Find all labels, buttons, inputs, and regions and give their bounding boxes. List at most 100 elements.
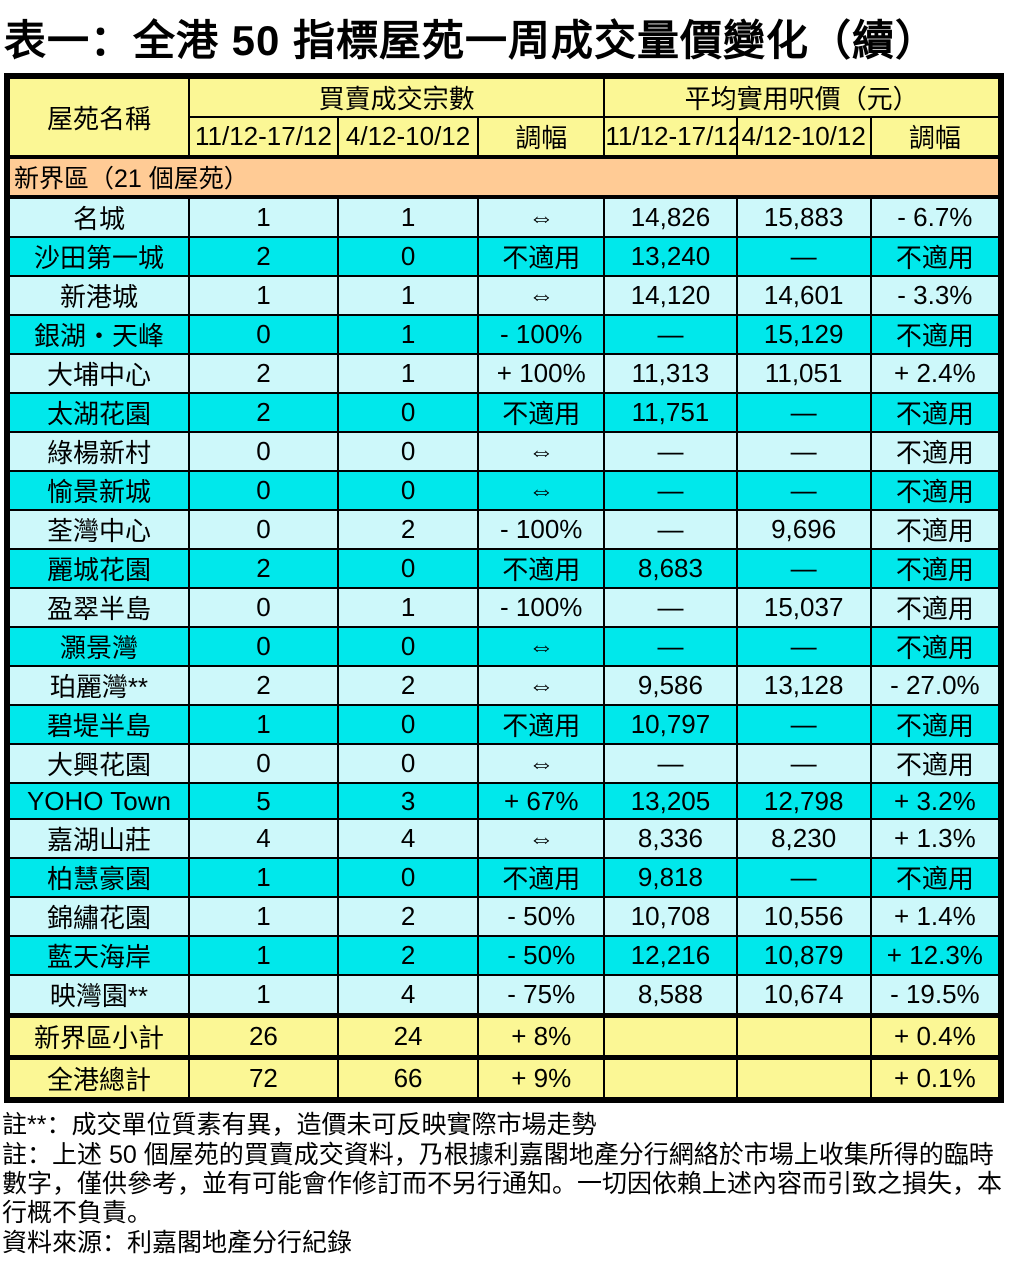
price-change-cell: + 1.4% (869, 896, 1003, 937)
estate-name-cell: 銀湖・天峰 (6, 314, 190, 355)
price-current-cell: — (603, 743, 738, 784)
price-previous-cell: 10,879 (735, 935, 872, 976)
price-previous-cell: 10,674 (735, 974, 872, 1017)
page-title: 表一：全港 50 指標屋苑一周成交量價變化（續） (4, 17, 939, 64)
price-previous-cell: — (735, 431, 872, 472)
price-change-cell: - 3.3% (869, 275, 1003, 316)
deals-previous-cell: 4 (336, 818, 480, 859)
estate-name-cell: 盈翠半島 (6, 587, 190, 628)
deals-previous-cell: 2 (336, 896, 480, 937)
price-current-cell: 8,588 (603, 974, 738, 1017)
estate-row: 荃灣中心 0 2- 100% —9,696 不適用 (6, 509, 1003, 550)
total-deals-current: 72 (187, 1055, 339, 1103)
deals-previous-cell: 3 (336, 782, 480, 820)
deals-change-cell: ⇔ (477, 743, 606, 784)
header-group-row: 屋苑名稱 買賣成交宗數 平均實用呎價（元） (6, 75, 1002, 158)
deals-change-cell: 不適用 (477, 548, 606, 589)
header-price-week-current: 11/12-17/12 (603, 116, 738, 158)
deals-previous-cell: 0 (336, 470, 480, 511)
estate-row: 碧堤半島 1 0 不適用 10,797— 不適用 (6, 704, 1003, 745)
price-current-cell: 14,826 (603, 196, 738, 238)
price-change-cell: - 27.0% (869, 665, 1003, 706)
estate-row: 綠楊新村 0 0 ⇔ — — 不適用 (6, 431, 1003, 472)
deals-current-cell: 0 (187, 743, 339, 784)
deals-previous-cell: 1 (336, 275, 480, 316)
deals-change-cell: + 67% (477, 782, 606, 820)
header-estate-name: 屋苑名稱 (6, 75, 190, 158)
estate-row: 嘉湖山莊 4 4 ⇔ 8,336 8,230 + 1.3% (6, 818, 1003, 859)
deals-change-cell: 不適用 (477, 704, 606, 745)
estate-row: 名城 1 1 ⇔ 14,826 15,883- 6.7% (6, 196, 1003, 238)
price-previous-cell: — (735, 857, 872, 898)
price-current-cell: — (603, 470, 738, 511)
header-deals-week-previous: 4/12-10/12 (336, 116, 480, 158)
estate-name-cell: 荃灣中心 (6, 509, 190, 550)
header-price-change: 調幅 (869, 116, 1003, 158)
deals-previous-cell: 0 (336, 743, 480, 784)
estate-name-cell: 嘉湖山莊 (6, 818, 190, 859)
deals-previous-cell: 1 (336, 196, 480, 238)
deals-change-cell: ⇔ (477, 275, 606, 316)
price-previous-cell: 15,037 (735, 587, 872, 628)
deals-change-cell: 不適用 (477, 392, 606, 433)
estate-name-cell: 灝景灣 (6, 626, 190, 667)
estate-row: 愉景新城 0 0 ⇔ — — 不適用 (6, 470, 1003, 511)
price-previous-cell: — (735, 548, 872, 589)
deals-current-cell: 1 (187, 704, 339, 745)
deals-current-cell: 0 (187, 470, 339, 511)
estate-name-cell: 柏慧豪園 (6, 857, 190, 898)
header-deals-group: 買賣成交宗數 (187, 75, 606, 118)
total-price-current (603, 1055, 738, 1103)
price-previous-cell: 15,129 (735, 314, 872, 355)
price-previous-cell: 15,883 (735, 196, 872, 238)
estate-row: 大埔中心 2 1 + 100% 11,313 11,051 + 2.4% (6, 353, 1003, 394)
price-previous-cell: 12,798 (735, 782, 872, 820)
header-deals-change: 調幅 (477, 116, 606, 158)
deals-change-cell: - 100% (477, 587, 606, 628)
estate-name-cell: 碧堤半島 (6, 704, 190, 745)
estate-name-cell: YOHO Town (6, 782, 190, 820)
deals-current-cell: 2 (187, 392, 339, 433)
price-current-cell: 8,683 (603, 548, 738, 589)
total-deals-change: + 9% (477, 1055, 606, 1103)
estate-name-cell: 太湖花園 (6, 392, 190, 433)
estate-name-cell: 珀麗灣** (6, 665, 190, 706)
data-source: 資料來源：利嘉閣地產分行紀錄 (2, 1229, 353, 1257)
price-current-cell: 12,216 (603, 935, 738, 976)
total-deals-previous: 66 (336, 1055, 480, 1103)
deals-current-cell: 1 (187, 896, 339, 937)
estate-name-cell: 大興花園 (6, 743, 190, 784)
deals-previous-cell: 4 (336, 974, 480, 1017)
deals-previous-cell: 0 (336, 392, 480, 433)
deals-change-cell: + 100% (477, 353, 606, 394)
deals-current-cell: 0 (187, 431, 339, 472)
estate-row: YOHO Town 5 3 + 67% 13,205 12,798 + 3.2% (6, 782, 1003, 820)
estate-row: 大興花園 0 0 ⇔ — — 不適用 (6, 743, 1003, 784)
price-previous-cell: — (735, 704, 872, 745)
deals-current-cell: 2 (187, 665, 339, 706)
deals-current-cell: 1 (187, 974, 339, 1017)
estate-row: 麗城花園 2 0 不適用 8,683— 不適用 (6, 548, 1003, 589)
section-header-label: 新界區（21 個屋苑） (6, 155, 1002, 199)
price-current-cell: — (603, 431, 738, 472)
deals-previous-cell: 0 (336, 857, 480, 898)
estate-row: 映灣園** 1 4- 75% 8,588 10,674- 19.5% (6, 974, 1003, 1017)
price-previous-cell: 9,696 (735, 509, 872, 550)
deals-previous-cell: 2 (336, 935, 480, 976)
price-current-cell: — (603, 509, 738, 550)
estate-name-cell: 大埔中心 (6, 353, 190, 394)
estate-row: 錦繡花園 1 2- 50% 10,708 10,556 + 1.4% (6, 896, 1003, 937)
deals-current-cell: 4 (187, 818, 339, 859)
estate-price-table: 屋苑名稱 買賣成交宗數 平均實用呎價（元） 11/12-17/12 4/12-1… (4, 73, 1004, 1103)
deals-current-cell: 1 (187, 857, 339, 898)
price-previous-cell: — (735, 392, 872, 433)
price-change-cell: 不適用 (869, 548, 1003, 589)
price-previous-cell: 10,556 (735, 896, 872, 937)
estate-name-cell: 綠楊新村 (6, 431, 190, 472)
price-change-cell: 不適用 (869, 392, 1003, 433)
deals-change-cell: ⇔ (477, 431, 606, 472)
price-current-cell: 9,586 (603, 665, 738, 706)
estate-row: 柏慧豪園 1 0 不適用 9,818— 不適用 (6, 857, 1003, 898)
price-current-cell: 10,708 (603, 896, 738, 937)
estate-row: 盈翠半島 0 1- 100% —15,037 不適用 (6, 587, 1003, 628)
